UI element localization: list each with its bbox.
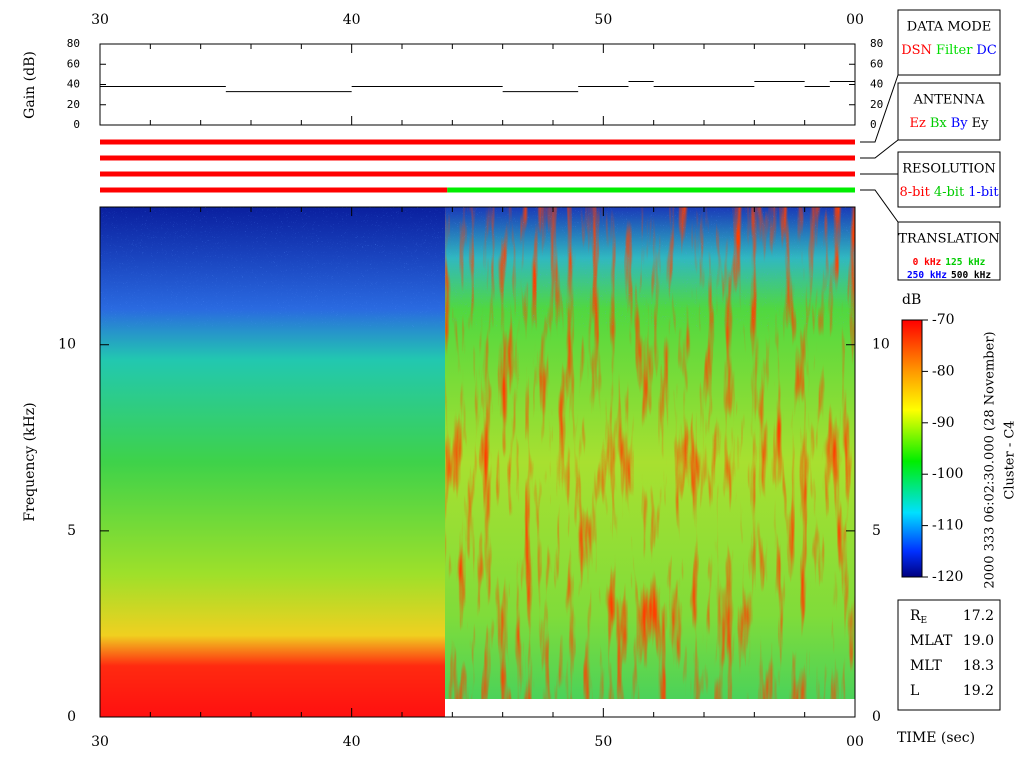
info-label: RE [910,608,927,626]
info-label: MLT [910,658,942,674]
timestamp: 2000 333 06:02:30.000 (28 November) [983,331,998,588]
legend-item: By [951,116,969,131]
legend-line: DSN Filter DC [901,43,997,58]
colorbar-tick-label: -100 [932,466,963,482]
legend-line: 8-bit 4-bit 1-bit [899,185,999,200]
spacecraft: Cluster - C4 [1003,420,1018,499]
y-tick-label: 40 [870,78,883,91]
info-label: L [910,683,919,699]
info-label: MLAT [910,633,953,649]
x-tick-label: 50 [594,734,612,750]
x-tick-label: 00 [846,734,864,750]
x-tick-label: 30 [91,12,109,28]
y-tick-label: 40 [67,78,80,91]
x-tick-label: 40 [343,12,361,28]
legend-item: 125 kHz [945,257,985,268]
y-tick-label: 20 [870,98,883,111]
colorbar-tick-label: -80 [932,363,955,379]
info-value: 19.2 [963,683,994,699]
y-axis-label: Frequency (kHz) [22,402,38,521]
status-bar [100,139,855,145]
legend-item: 1-bit [968,185,999,200]
y-tick-label: 20 [67,98,80,111]
legend-item: DSN [901,43,932,58]
y-tick-label: 0 [73,118,80,131]
info-label-main: R [910,608,921,624]
colorbar-tick-label: -110 [932,518,963,534]
legend-item: 250 kHz [907,270,947,281]
info-label-main: MLT [910,658,942,674]
status-bar [447,187,855,193]
x-tick-label: 50 [594,12,612,28]
legend-line: 250 kHz 500 kHz [907,270,991,281]
legend-line: Ez Bx By Ey [910,116,990,131]
x-tick-label: 30 [91,734,109,750]
y-tick-label: 60 [67,57,80,70]
status-bar [100,155,855,161]
legend-item: DC [976,43,996,58]
y-tick-label: 80 [67,37,80,50]
legend-item: 500 kHz [951,270,991,281]
legend-title: RESOLUTION [902,162,996,177]
legend-title: ANTENNA [912,93,985,108]
legend-item: 4-bit [934,185,965,200]
x-axis-label: TIME (sec) [897,730,975,746]
y-tick-label: 5 [67,523,76,539]
colorbar-tick-label: -70 [932,312,955,328]
y-tick-label: 5 [872,523,881,539]
y-tick-label: 0 [67,709,76,725]
y-tick-label: 0 [870,118,877,131]
colorbar-title: dB [902,292,921,308]
info-label-main: MLAT [910,633,953,649]
legend-title: TRANSLATION [898,232,999,247]
colorbar-tick-label: -120 [932,569,963,585]
status-bar [100,171,855,177]
info-value: 19.0 [963,633,994,649]
info-label-sub: E [921,616,928,626]
y-tick-label: 60 [870,57,883,70]
x-tick-label: 40 [343,734,361,750]
info-value: 17.2 [963,608,994,624]
y-axis-label: Gain (dB) [22,51,38,119]
legend-item: 0 kHz [913,257,942,268]
y-tick-label: 80 [870,37,883,50]
legend-title: DATA MODE [907,20,991,35]
info-value: 18.3 [963,658,994,674]
legend-item: Filter [936,43,973,58]
legend-line: 0 kHz 125 kHz [913,257,986,268]
status-bar [100,187,448,193]
y-tick-label: 10 [872,337,890,353]
colorbar-tick-label: -90 [932,415,955,431]
legend-item: Bx [930,116,948,131]
spectrogram-image [100,207,855,717]
y-tick-label: 10 [58,337,76,353]
legend-item: Ez [910,116,926,131]
info-label-main: L [910,683,919,699]
x-tick-label: 00 [846,12,864,28]
legend-item: 8-bit [899,185,930,200]
frames [99,9,1001,718]
y-tick-label: 0 [872,709,881,725]
legend-item: Ey [972,116,989,131]
